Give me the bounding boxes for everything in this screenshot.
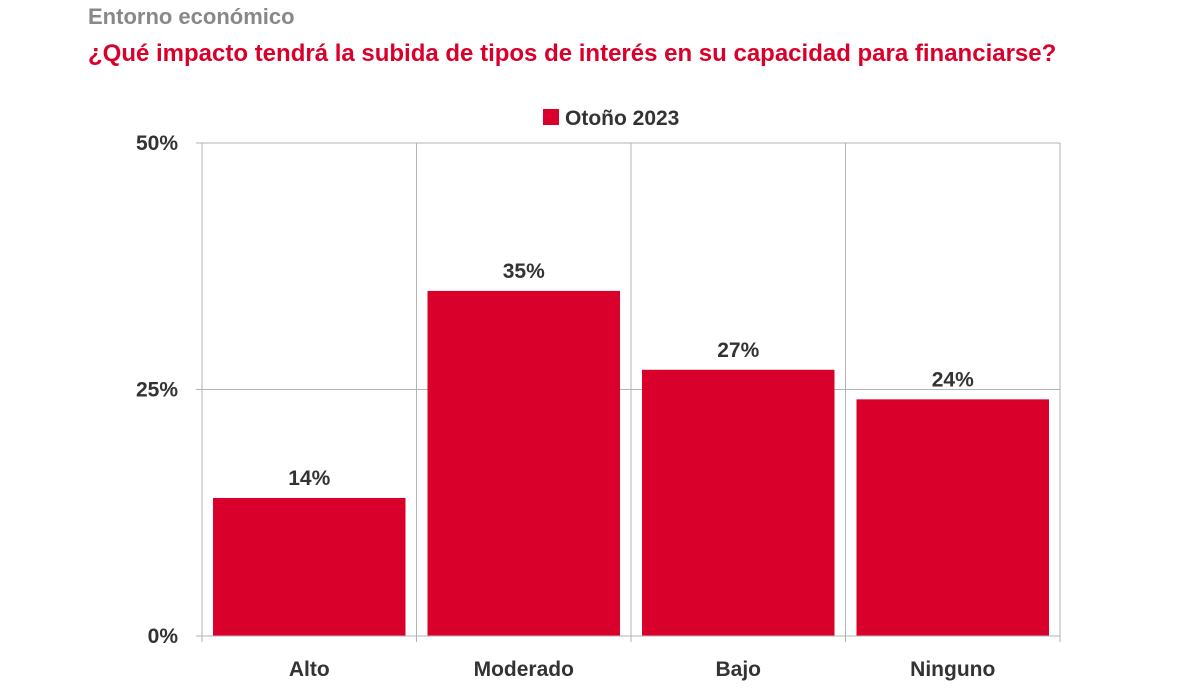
data-label: 24% <box>932 368 974 391</box>
data-label: 35% <box>503 260 545 283</box>
legend: Otoño 2023 <box>543 107 679 130</box>
legend-label: Otoño 2023 <box>565 107 679 130</box>
labels: 0% 25% 50% 14% Alto 35% Moderado 27% Bajo 24% Ning… <box>136 132 995 681</box>
y-tick-label: 0% <box>148 625 179 648</box>
chart-question: ¿Qué impacto tendrá la subida de tipos d… <box>88 40 1057 67</box>
section-title: Entorno económico <box>88 4 295 29</box>
category-label: Ninguno <box>910 658 995 681</box>
bar-ninguno <box>856 399 1049 636</box>
data-label: 27% <box>717 339 759 362</box>
bars <box>213 290 1049 636</box>
category-label: Moderado <box>474 658 574 681</box>
grid-lines <box>202 142 1061 636</box>
bar-moderado <box>427 290 620 636</box>
legend-swatch <box>543 109 559 125</box>
category-label: Alto <box>289 658 330 681</box>
axes <box>196 142 1061 642</box>
bar-bajo <box>642 369 835 636</box>
category-label: Bajo <box>715 658 761 681</box>
bar-alto <box>213 497 406 636</box>
y-tick-label: 25% <box>136 379 178 402</box>
y-tick-label: 50% <box>136 132 178 155</box>
data-label: 14% <box>288 467 330 490</box>
